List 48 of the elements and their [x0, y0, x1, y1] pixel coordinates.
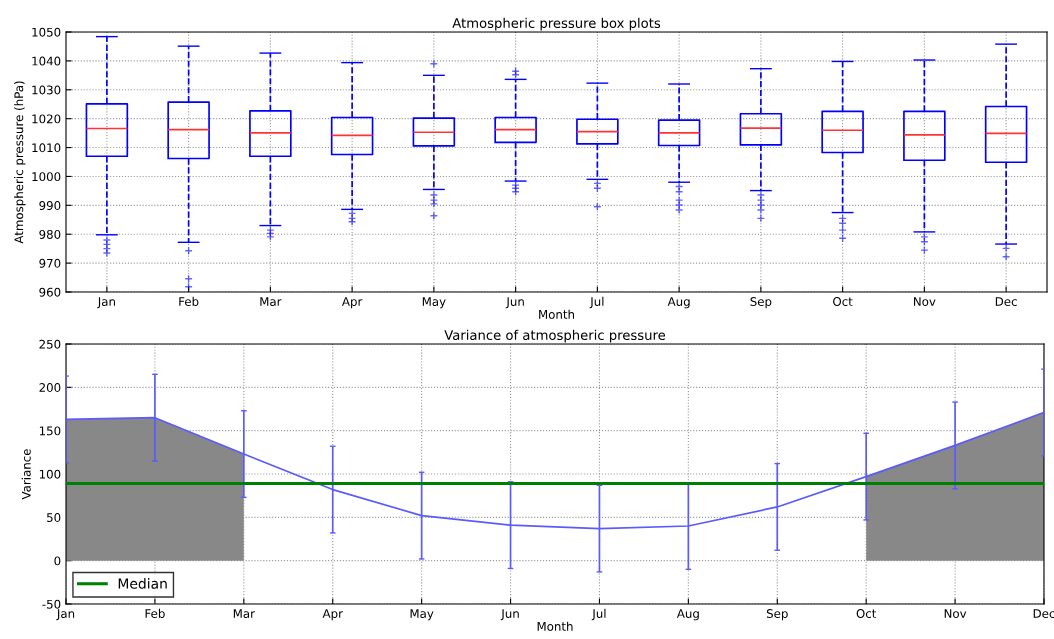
y-tick-label: 200 [39, 383, 61, 392]
y-tick-label: 970 [39, 258, 61, 268]
x-tick-label: May [410, 609, 434, 621]
x-tick-label: Mar [260, 297, 282, 306]
x-tick-label: Apr [342, 297, 363, 309]
chart-title: Atmospheric pressure box plots [452, 17, 661, 31]
y-tick-label: 960 [39, 287, 61, 297]
x-tick-label: Oct [856, 609, 877, 618]
x-tick-label: Feb [179, 296, 199, 306]
y-tick-label: 980 [39, 229, 61, 239]
x-axis-title: Month [539, 309, 574, 319]
y-tick-label: 1040 [32, 56, 61, 66]
y-tick-label: 1010 [32, 143, 61, 153]
x-tick-label: Mar [233, 609, 255, 618]
x-tick-label: Jan [56, 609, 75, 621]
x-tick-label: Aug [667, 297, 690, 309]
x-tick-label: May [422, 297, 446, 309]
x-tick-label: Feb [145, 608, 165, 618]
x-tick-label: Oct [833, 297, 853, 306]
y-tick-label: 990 [39, 201, 61, 210]
x-tick-label: Apr [322, 609, 343, 621]
y-tick-label: 150 [39, 426, 61, 436]
y-tick-label: 0 [54, 556, 61, 566]
y-tick-label: 1050 [32, 27, 61, 37]
x-tick-label: Aug [676, 609, 699, 621]
x-tick-label: Jul [589, 296, 604, 309]
x-tick-label: Sep [750, 297, 772, 309]
y-axis-title: Variance [21, 449, 31, 500]
y-axis-title: Atmospheric pressure (hPa) [14, 81, 26, 244]
y-tick-label: -50 [42, 599, 61, 609]
x-tick-label: Dec [1033, 609, 1054, 618]
x-axis-title: Month [537, 621, 573, 631]
x-tick-label: Nov [944, 609, 967, 618]
y-tick-label: 50 [47, 513, 61, 522]
x-tick-label: Jul [591, 608, 606, 621]
x-tick-label: Jan [97, 297, 115, 309]
legend-label: Median [118, 578, 167, 589]
x-tick-label: Jun [500, 609, 519, 621]
x-tick-label: Nov [914, 297, 936, 306]
x-tick-label: Jun [505, 297, 524, 309]
y-tick-label: 1000 [32, 172, 61, 182]
x-tick-label: Sep [766, 609, 788, 621]
y-tick-label: 250 [39, 339, 61, 349]
x-tick-label: Dec [995, 297, 1017, 306]
y-tick-label: 100 [39, 469, 61, 479]
y-tick-label: 1030 [32, 85, 61, 95]
y-tick-label: 1020 [32, 114, 61, 124]
chart-title: Variance of atmospheric pressure [444, 329, 666, 343]
